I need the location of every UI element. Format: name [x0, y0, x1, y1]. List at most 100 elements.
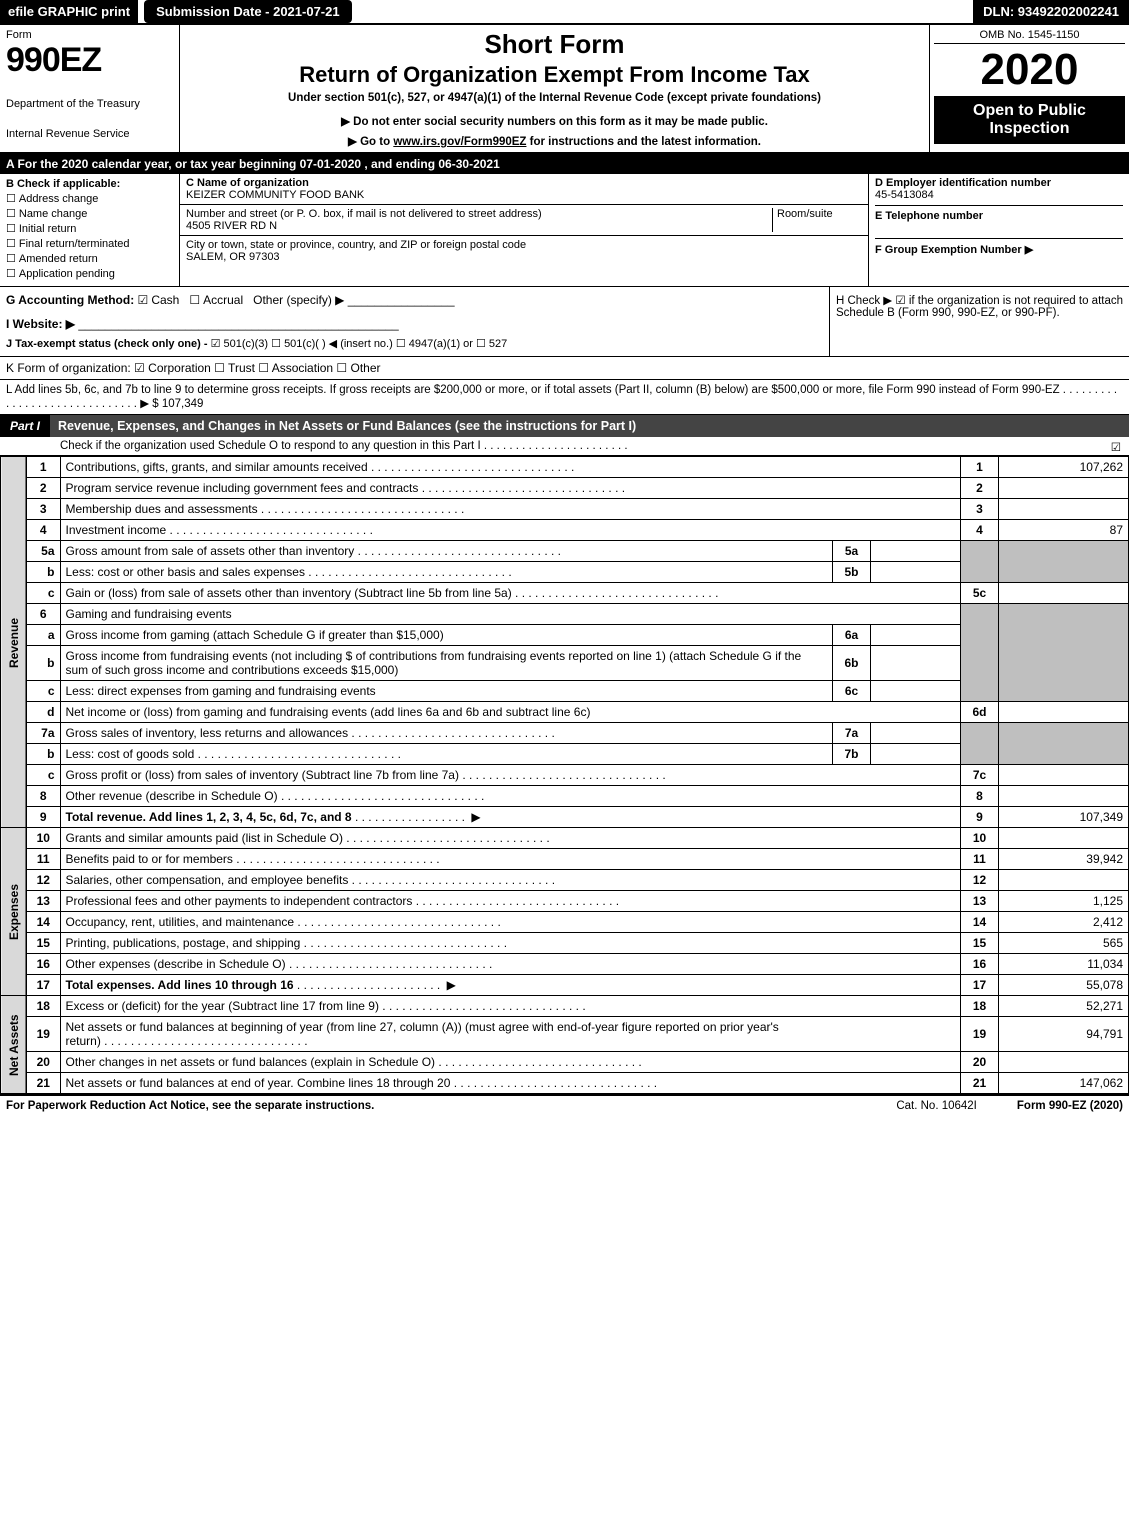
desc-7a: Gross sales of inventory, less returns a… [66, 726, 555, 740]
part1-sub: Check if the organization used Schedule … [0, 437, 1129, 456]
short-form-title: Short Form [188, 29, 921, 60]
org-address: 4505 RIVER RD N [186, 220, 277, 232]
desc-6c: Less: direct expenses from gaming and fu… [60, 681, 833, 702]
goto-line: ▶ Go to www.irs.gov/Form990EZ for instru… [188, 134, 921, 148]
h-check: H Check ▶ ☑ if the organization is not r… [829, 287, 1129, 356]
desc-6b: Gross income from fundraising events (no… [60, 646, 833, 681]
side-expenses: Expenses [1, 828, 27, 996]
footer: For Paperwork Reduction Act Notice, see … [0, 1094, 1129, 1116]
header-left: Form 990EZ Department of the Treasury In… [0, 25, 180, 152]
desc-13: Professional fees and other payments to … [66, 894, 620, 908]
amt-14: 2,412 [999, 912, 1129, 933]
desc-20: Other changes in net assets or fund bala… [66, 1055, 642, 1069]
room-suite-label: Room/suite [777, 208, 833, 220]
j-tax-exempt: J Tax-exempt status (check only one) - 5… [6, 337, 823, 350]
d-ein-label: D Employer identification number [875, 177, 1123, 189]
desc-8: Other revenue (describe in Schedule O) [66, 789, 485, 803]
amt-5c [999, 583, 1129, 604]
lines-table: Revenue 1 Contributions, gifts, grants, … [0, 456, 1129, 1094]
i-website: I Website: ▶ ___________________________… [6, 317, 823, 331]
e-phone-label: E Telephone number [875, 210, 1123, 222]
dept-treasury: Department of the Treasury [6, 98, 173, 110]
part1-header: Part I Revenue, Expenses, and Changes in… [0, 415, 1129, 437]
col-c: C Name of organization KEIZER COMMUNITY … [180, 174, 869, 286]
amt-3 [999, 499, 1129, 520]
amt-9: 107,349 [999, 807, 1129, 828]
efile-label[interactable]: efile GRAPHIC print [0, 0, 138, 23]
desc-11: Benefits paid to or for members [66, 852, 440, 866]
box-5a [871, 541, 961, 562]
amt-10 [999, 828, 1129, 849]
do-not-enter: ▶ Do not enter social security numbers o… [188, 114, 921, 128]
goto-pre: ▶ Go to [348, 136, 393, 148]
goto-post: for instructions and the latest informat… [526, 136, 761, 148]
ein-value: 45-5413084 [875, 189, 1123, 201]
ln-1: 1 [26, 457, 60, 478]
chk-final-return[interactable]: Final return/terminated [6, 237, 173, 250]
desc-9: Total revenue. Add lines 1, 2, 3, 4, 5c,… [66, 810, 352, 824]
amt-11: 39,942 [999, 849, 1129, 870]
section-bcdef: B Check if applicable: Address change Na… [0, 174, 1129, 287]
chk-amended-return[interactable]: Amended return [6, 252, 173, 265]
irs-link[interactable]: www.irs.gov/Form990EZ [393, 136, 526, 148]
chk-initial-return[interactable]: Initial return [6, 222, 173, 235]
desc-10: Grants and similar amounts paid (list in… [66, 831, 550, 845]
form-number: 990EZ [6, 41, 173, 80]
desc-6d: Net income or (loss) from gaming and fun… [60, 702, 961, 723]
c-city-label: City or town, state or province, country… [186, 239, 526, 251]
amt-13: 1,125 [999, 891, 1129, 912]
desc-2: Program service revenue including govern… [66, 481, 626, 495]
top-bar: efile GRAPHIC print Submission Date - 20… [0, 0, 1129, 25]
desc-21: Net assets or fund balances at end of ye… [66, 1076, 658, 1090]
desc-7c: Gross profit or (loss) from sales of inv… [66, 768, 666, 782]
header-right: OMB No. 1545-1150 2020 Open to Public In… [929, 25, 1129, 152]
desc-5c: Gain or (loss) from sale of assets other… [66, 586, 719, 600]
chk-application-pending[interactable]: Application pending [6, 267, 173, 280]
amt-12 [999, 870, 1129, 891]
desc-3: Membership dues and assessments [66, 502, 465, 516]
side-revenue: Revenue [1, 457, 27, 828]
amt-15: 565 [999, 933, 1129, 954]
row-k: K Form of organization: ☑ Corporation ☐ … [0, 357, 1129, 380]
footer-catno: Cat. No. 10642I [896, 1100, 977, 1112]
desc-6a: Gross income from gaming (attach Schedul… [60, 625, 833, 646]
box-6b [871, 646, 961, 681]
amt-2 [999, 478, 1129, 499]
side-netassets: Net Assets [1, 996, 27, 1094]
amt-7c [999, 765, 1129, 786]
dept-irs: Internal Revenue Service [6, 128, 173, 140]
part1-tag: Part I [0, 415, 50, 437]
amt-4: 87 [999, 520, 1129, 541]
amt-16: 11,034 [999, 954, 1129, 975]
open-inspection: Open to Public Inspection [934, 96, 1125, 144]
box-7b [871, 744, 961, 765]
row-ghij: G Accounting Method: Cash Accrual Other … [0, 287, 1129, 357]
org-name: KEIZER COMMUNITY FOOD BANK [186, 189, 364, 201]
footer-formref: Form 990-EZ (2020) [1017, 1100, 1123, 1112]
return-title: Return of Organization Exempt From Incom… [188, 62, 921, 88]
amt-17: 55,078 [999, 975, 1129, 996]
chk-name-change[interactable]: Name change [6, 207, 173, 220]
desc-5b: Less: cost or other basis and sales expe… [66, 565, 512, 579]
footer-left: For Paperwork Reduction Act Notice, see … [6, 1100, 374, 1112]
amt-21: 147,062 [999, 1073, 1129, 1094]
c-addr-label: Number and street (or P. O. box, if mail… [186, 208, 542, 220]
omb-number: OMB No. 1545-1150 [934, 29, 1125, 44]
box-5b [871, 562, 961, 583]
part1-title: Revenue, Expenses, and Changes in Net As… [50, 415, 1129, 437]
desc-14: Occupancy, rent, utilities, and maintena… [66, 915, 501, 929]
numlbl-1: 1 [961, 457, 999, 478]
col-b: B Check if applicable: Address change Na… [0, 174, 180, 286]
header-center: Short Form Return of Organization Exempt… [180, 25, 929, 152]
amt-8 [999, 786, 1129, 807]
amt-1: 107,262 [999, 457, 1129, 478]
g-accounting: G Accounting Method: Cash Accrual Other … [6, 293, 823, 307]
desc-1: Contributions, gifts, grants, and simila… [60, 457, 961, 478]
amt-18: 52,271 [999, 996, 1129, 1017]
desc-4: Investment income [66, 523, 373, 537]
chk-501c3[interactable] [211, 338, 224, 350]
chk-cash[interactable] [138, 293, 152, 307]
desc-6: Gaming and fundraising events [60, 604, 961, 625]
chk-accrual[interactable] [189, 293, 203, 307]
chk-address-change[interactable]: Address change [6, 192, 173, 205]
